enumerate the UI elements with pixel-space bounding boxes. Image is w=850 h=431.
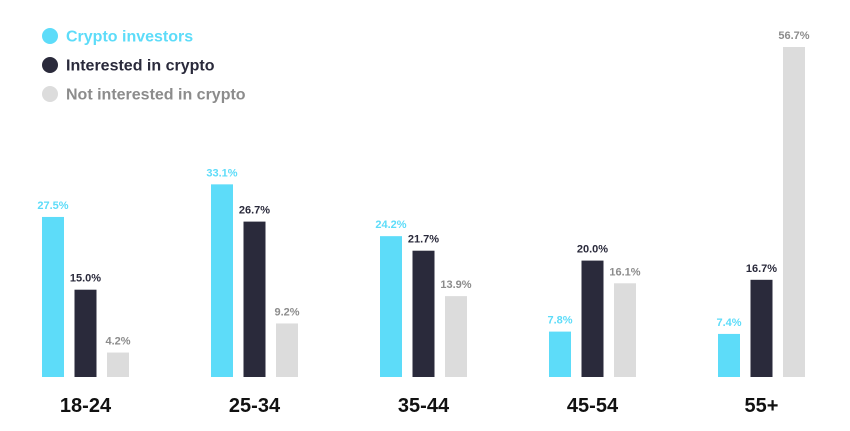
data-label-18-24-series-1: 27.5% [37, 200, 68, 212]
category-labels: 18-24 25-34 35-44 45-54 55+ [60, 395, 779, 417]
legend: Crypto investors Interested in crypto Not … [42, 28, 246, 104]
data-label-18-24-series-2: 15.0% [70, 273, 101, 285]
data-label-18-24-series-3: 4.2% [105, 336, 130, 348]
bar-35-44-series-2 [412, 250, 435, 377]
legend-swatch-1 [42, 28, 58, 44]
data-label-55+-series-3: 56.7% [778, 30, 809, 42]
bar-45-54-series-2 [581, 260, 604, 377]
legend-swatch-2 [42, 57, 58, 73]
bar-35-44-series-1 [380, 236, 402, 377]
bar-55+-series-2 [750, 279, 773, 377]
data-label-45-54-series-3: 16.1% [609, 266, 640, 278]
bar-55+-series-3 [783, 47, 805, 377]
data-label-35-44-series-3: 13.9% [440, 279, 471, 291]
data-label-25-34-series-3: 9.2% [274, 306, 299, 318]
bar-18-24-series-1 [42, 216, 64, 377]
value-labels: 27.5% 15.0% 4.2% 33.1% 26.7% 9.2% 24.2%21.7% 13… [37, 30, 809, 348]
category-label-55+: 55+ [745, 395, 779, 417]
legend-swatch-3 [42, 86, 58, 102]
category-label-45-54: 45-54 [567, 395, 619, 417]
data-label-45-54-series-2: 20.0% [577, 244, 608, 256]
data-label-25-34-series-2: 26.7% [239, 205, 270, 217]
category-label-25-34: 25-34 [229, 395, 281, 417]
bar-45-54-series-3 [614, 283, 636, 377]
bar-18-24-series-3 [107, 352, 129, 377]
category-label-18-24: 18-24 [60, 395, 112, 417]
data-label-25-34-series-1: 33.1% [206, 167, 237, 179]
data-label-55+-series-1: 7.4% [716, 317, 741, 329]
legend-label-2: Interested in crypto [66, 58, 215, 75]
data-label-35-44-series-1: 24.2% [375, 219, 406, 231]
legend-label-1: Crypto investors [66, 29, 193, 46]
bar-25-34-series-3 [276, 323, 298, 377]
data-label-35-44-series-2: 21.7% [408, 234, 439, 246]
bar-18-24-series-2 [74, 289, 97, 377]
bar-35-44-series-3 [445, 296, 467, 377]
bar-55+-series-1 [718, 333, 740, 377]
data-label-55+-series-2: 16.7% [746, 263, 777, 275]
bar-25-34-series-2 [243, 221, 266, 377]
bar-45-54-series-1 [549, 331, 571, 377]
bars [42, 47, 805, 377]
data-label-45-54-series-1: 7.8% [547, 315, 572, 327]
category-label-35-44: 35-44 [398, 395, 450, 417]
bar-25-34-series-1 [211, 184, 233, 377]
legend-label-3: Not interested in crypto [66, 87, 246, 104]
